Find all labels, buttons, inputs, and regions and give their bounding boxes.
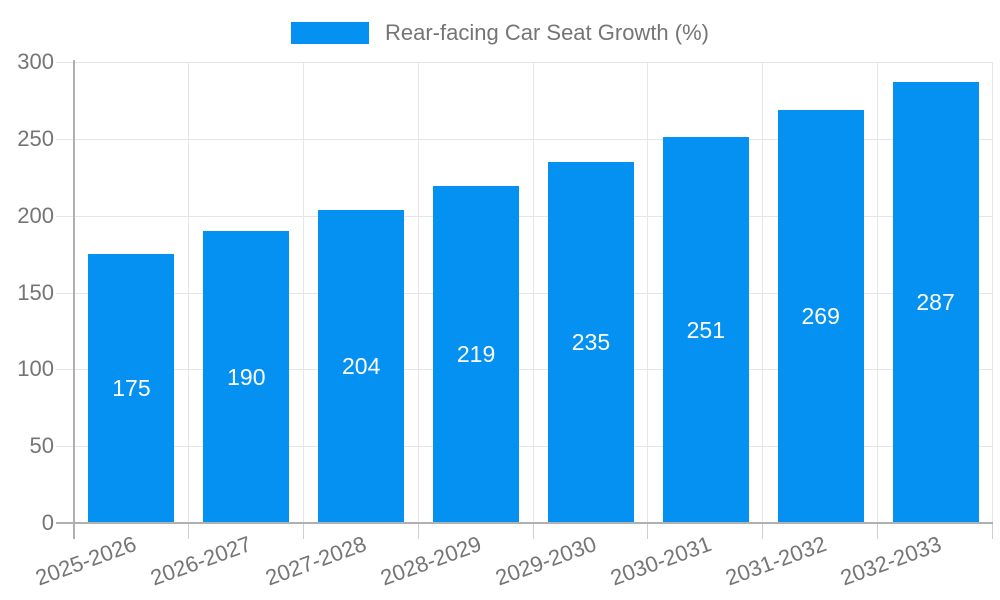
legend-label: Rear-facing Car Seat Growth (%) [385, 20, 709, 45]
y-tick-label: 300 [17, 49, 54, 74]
x-gridline [187, 62, 189, 523]
x-gridline [532, 62, 534, 523]
bar[interactable]: 269 [777, 109, 864, 523]
y-tick-label: 50 [29, 433, 54, 459]
y-tick-label: 150 [17, 279, 54, 305]
bar-value-label: 287 [916, 288, 955, 315]
bar-value-label: 204 [342, 352, 381, 379]
x-tick [992, 523, 993, 539]
y-gridline [56, 446, 993, 448]
x-gridline [302, 62, 304, 523]
bar-value-label: 190 [227, 363, 266, 390]
x-tick [647, 523, 649, 539]
x-gridline [647, 62, 649, 523]
bar-value-label: 219 [456, 341, 496, 368]
x-tick [302, 523, 304, 539]
bar[interactable]: 235 [547, 161, 634, 523]
y-axis-line [73, 60, 75, 539]
y-gridline [56, 62, 993, 63]
x-tick [762, 523, 764, 539]
legend-swatch[interactable] [291, 22, 369, 44]
bar-value-label: 175 [112, 375, 151, 402]
x-gridline [417, 62, 419, 523]
bar[interactable]: 287 [892, 81, 979, 523]
bar-value-label: 251 [686, 316, 725, 343]
x-axis-line [56, 522, 993, 524]
x-gridline [762, 62, 764, 523]
bar-value-label: 269 [801, 302, 840, 329]
bar[interactable]: 190 [203, 231, 290, 523]
bar[interactable]: 251 [662, 137, 749, 523]
y-tick-label: 250 [17, 125, 54, 151]
y-gridline [56, 138, 993, 140]
y-tick-label: 100 [17, 356, 54, 382]
y-gridline [56, 215, 993, 217]
bar[interactable]: 219 [433, 186, 520, 523]
bar[interactable]: 175 [88, 254, 175, 523]
x-tick [187, 523, 189, 539]
y-gridline [56, 292, 993, 294]
bar-value-label: 235 [571, 328, 611, 355]
x-gridline [877, 62, 879, 523]
y-tick-label: 0 [41, 510, 54, 535]
bar[interactable]: 204 [318, 209, 405, 523]
y-gridline [56, 369, 993, 371]
legend[interactable]: Rear-facing Car Seat Growth (%) [0, 22, 1000, 44]
x-tick [877, 523, 879, 539]
x-tick [417, 523, 419, 539]
y-tick-label: 200 [17, 202, 54, 228]
x-gridline [992, 62, 993, 523]
x-tick [532, 523, 534, 539]
